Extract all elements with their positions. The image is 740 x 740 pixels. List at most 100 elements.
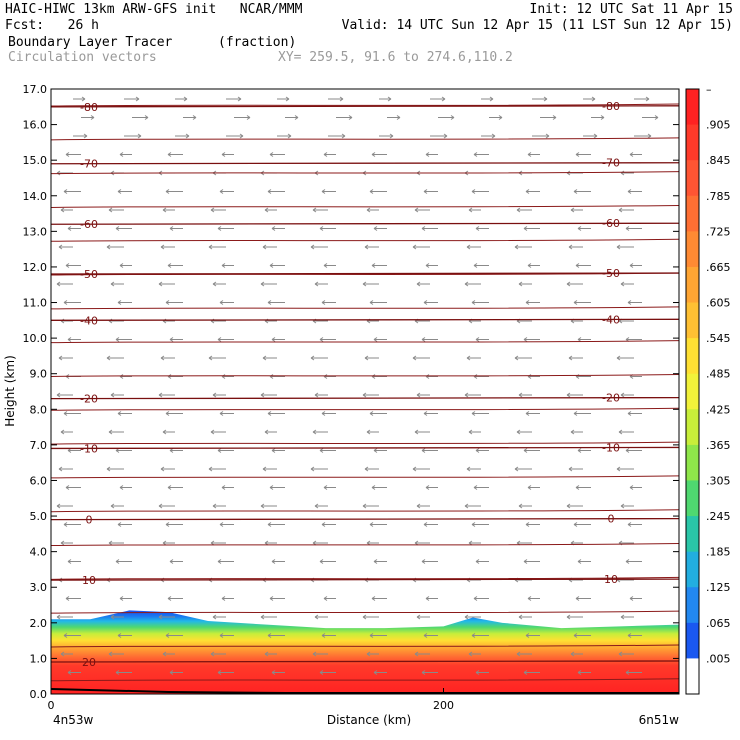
circulation-vector <box>412 355 430 361</box>
circulation-vector <box>108 429 124 435</box>
isotherm-line <box>51 407 679 411</box>
circulation-vector <box>481 133 496 139</box>
colorbar-swatch <box>686 622 699 659</box>
circulation-vector <box>219 189 234 194</box>
y-tick-label: 0.0 <box>30 688 48 701</box>
circulation-vector <box>323 263 336 268</box>
circulation-vector <box>575 263 591 268</box>
y-tick-label: 6.0 <box>30 474 48 487</box>
isotherm-label: -40 <box>602 313 620 326</box>
circulation-vector <box>627 189 642 194</box>
circulation-vector <box>573 300 591 305</box>
circulation-vector <box>56 614 73 620</box>
circulation-vector <box>160 244 175 250</box>
circulation-vector <box>532 133 550 139</box>
colorbar-label: .725 <box>706 225 731 238</box>
circulation-vector <box>583 133 598 139</box>
circulation-vector <box>132 115 149 120</box>
circulation-vector <box>620 281 634 287</box>
xy-info: XY= 259.5, 91.6 to 274.6,110.2 <box>278 50 513 65</box>
circulation-vector <box>387 115 401 120</box>
circulation-vector <box>514 244 532 250</box>
isotherm-label: -20 <box>602 392 620 405</box>
circulation-vector <box>516 651 532 657</box>
circulation-vector <box>362 503 379 509</box>
circulation-vector <box>634 133 652 139</box>
circulation-vector <box>108 651 124 657</box>
isotherm-line <box>51 660 679 663</box>
circulation-vector <box>312 207 328 213</box>
field-name: Boundary Layer Tracer <box>8 35 173 50</box>
isotherm-line <box>51 105 679 108</box>
circulation-vector <box>67 670 81 675</box>
isotherm-line <box>51 238 679 242</box>
circulation-vector <box>217 226 234 231</box>
circulation-vector <box>117 300 132 305</box>
circulation-vector <box>518 614 532 620</box>
y-tick-label: 7.0 <box>30 439 48 452</box>
colorbar-label: .185 <box>706 546 731 559</box>
circulation-vector <box>117 189 132 194</box>
circulation-vector <box>63 633 81 638</box>
circulation-vector <box>366 429 379 435</box>
circulation-vector <box>260 281 277 287</box>
circulation-vector <box>642 115 659 120</box>
circulation-vector <box>566 614 583 620</box>
circulation-vector <box>416 392 430 398</box>
circulation-vector <box>570 429 583 435</box>
circulation-vector <box>371 263 387 268</box>
field-units: (fraction) <box>218 35 297 50</box>
circulation-vector <box>373 670 387 675</box>
circulation-vector <box>423 411 438 416</box>
isotherm-line <box>51 204 679 208</box>
circulation-vector <box>321 411 336 416</box>
circulation-vector <box>618 651 634 657</box>
circulation-vector <box>629 596 642 601</box>
circulation-vector <box>369 522 387 527</box>
isotherm-line <box>51 576 679 580</box>
circulation-vector <box>210 429 226 435</box>
isotherm-line <box>51 162 679 165</box>
circulation-vector <box>73 96 86 102</box>
circulation-vector <box>264 651 277 657</box>
circulation-vector <box>162 429 175 435</box>
colorbar-swatch <box>686 658 699 695</box>
circulation-vector <box>267 189 285 194</box>
circulation-vector <box>414 207 430 213</box>
title-line-1: HAIC-HIWC 13km ARW-GFS init NCAR/MMM <box>5 2 303 17</box>
circulation-vector <box>523 337 540 342</box>
circulation-vector <box>58 244 73 250</box>
isotherm-label: -70 <box>80 158 98 171</box>
circulation-vector <box>260 392 277 398</box>
circulation-vector <box>475 226 489 231</box>
circulation-vector <box>577 670 591 675</box>
circulation-vector <box>627 522 642 527</box>
valid-time: Valid: 14 UTC Sun 12 Apr 15 (11 LST Sun … <box>341 18 733 33</box>
colorbar-swatch <box>686 516 699 553</box>
circulation-vector <box>169 559 183 564</box>
circulation-vector <box>310 466 328 472</box>
boundary-layer-field <box>51 610 679 694</box>
circulation-vector <box>277 96 290 102</box>
circulation-vector <box>165 522 183 527</box>
x-right-endpoint: 6n51w <box>639 713 680 727</box>
circulation-vector <box>438 115 455 120</box>
circulation-vector <box>115 670 132 675</box>
circulation-vector <box>165 411 183 416</box>
circulation-vector <box>379 96 392 102</box>
circulation-vector <box>65 152 81 157</box>
circulation-vector <box>234 115 251 120</box>
circulation-vector <box>267 633 285 638</box>
circulation-vector <box>627 411 642 416</box>
circulation-vector <box>321 633 336 638</box>
circulation-vector <box>373 337 387 342</box>
circulation-vector <box>210 207 226 213</box>
circulation-vector <box>60 429 73 435</box>
circulation-vector <box>319 559 336 564</box>
circulation-vector <box>212 614 226 620</box>
circulation-vector <box>466 244 481 250</box>
circulation-vector <box>212 392 226 398</box>
y-tick-label: 17.0 <box>23 83 48 96</box>
circulation-vector <box>321 189 336 194</box>
